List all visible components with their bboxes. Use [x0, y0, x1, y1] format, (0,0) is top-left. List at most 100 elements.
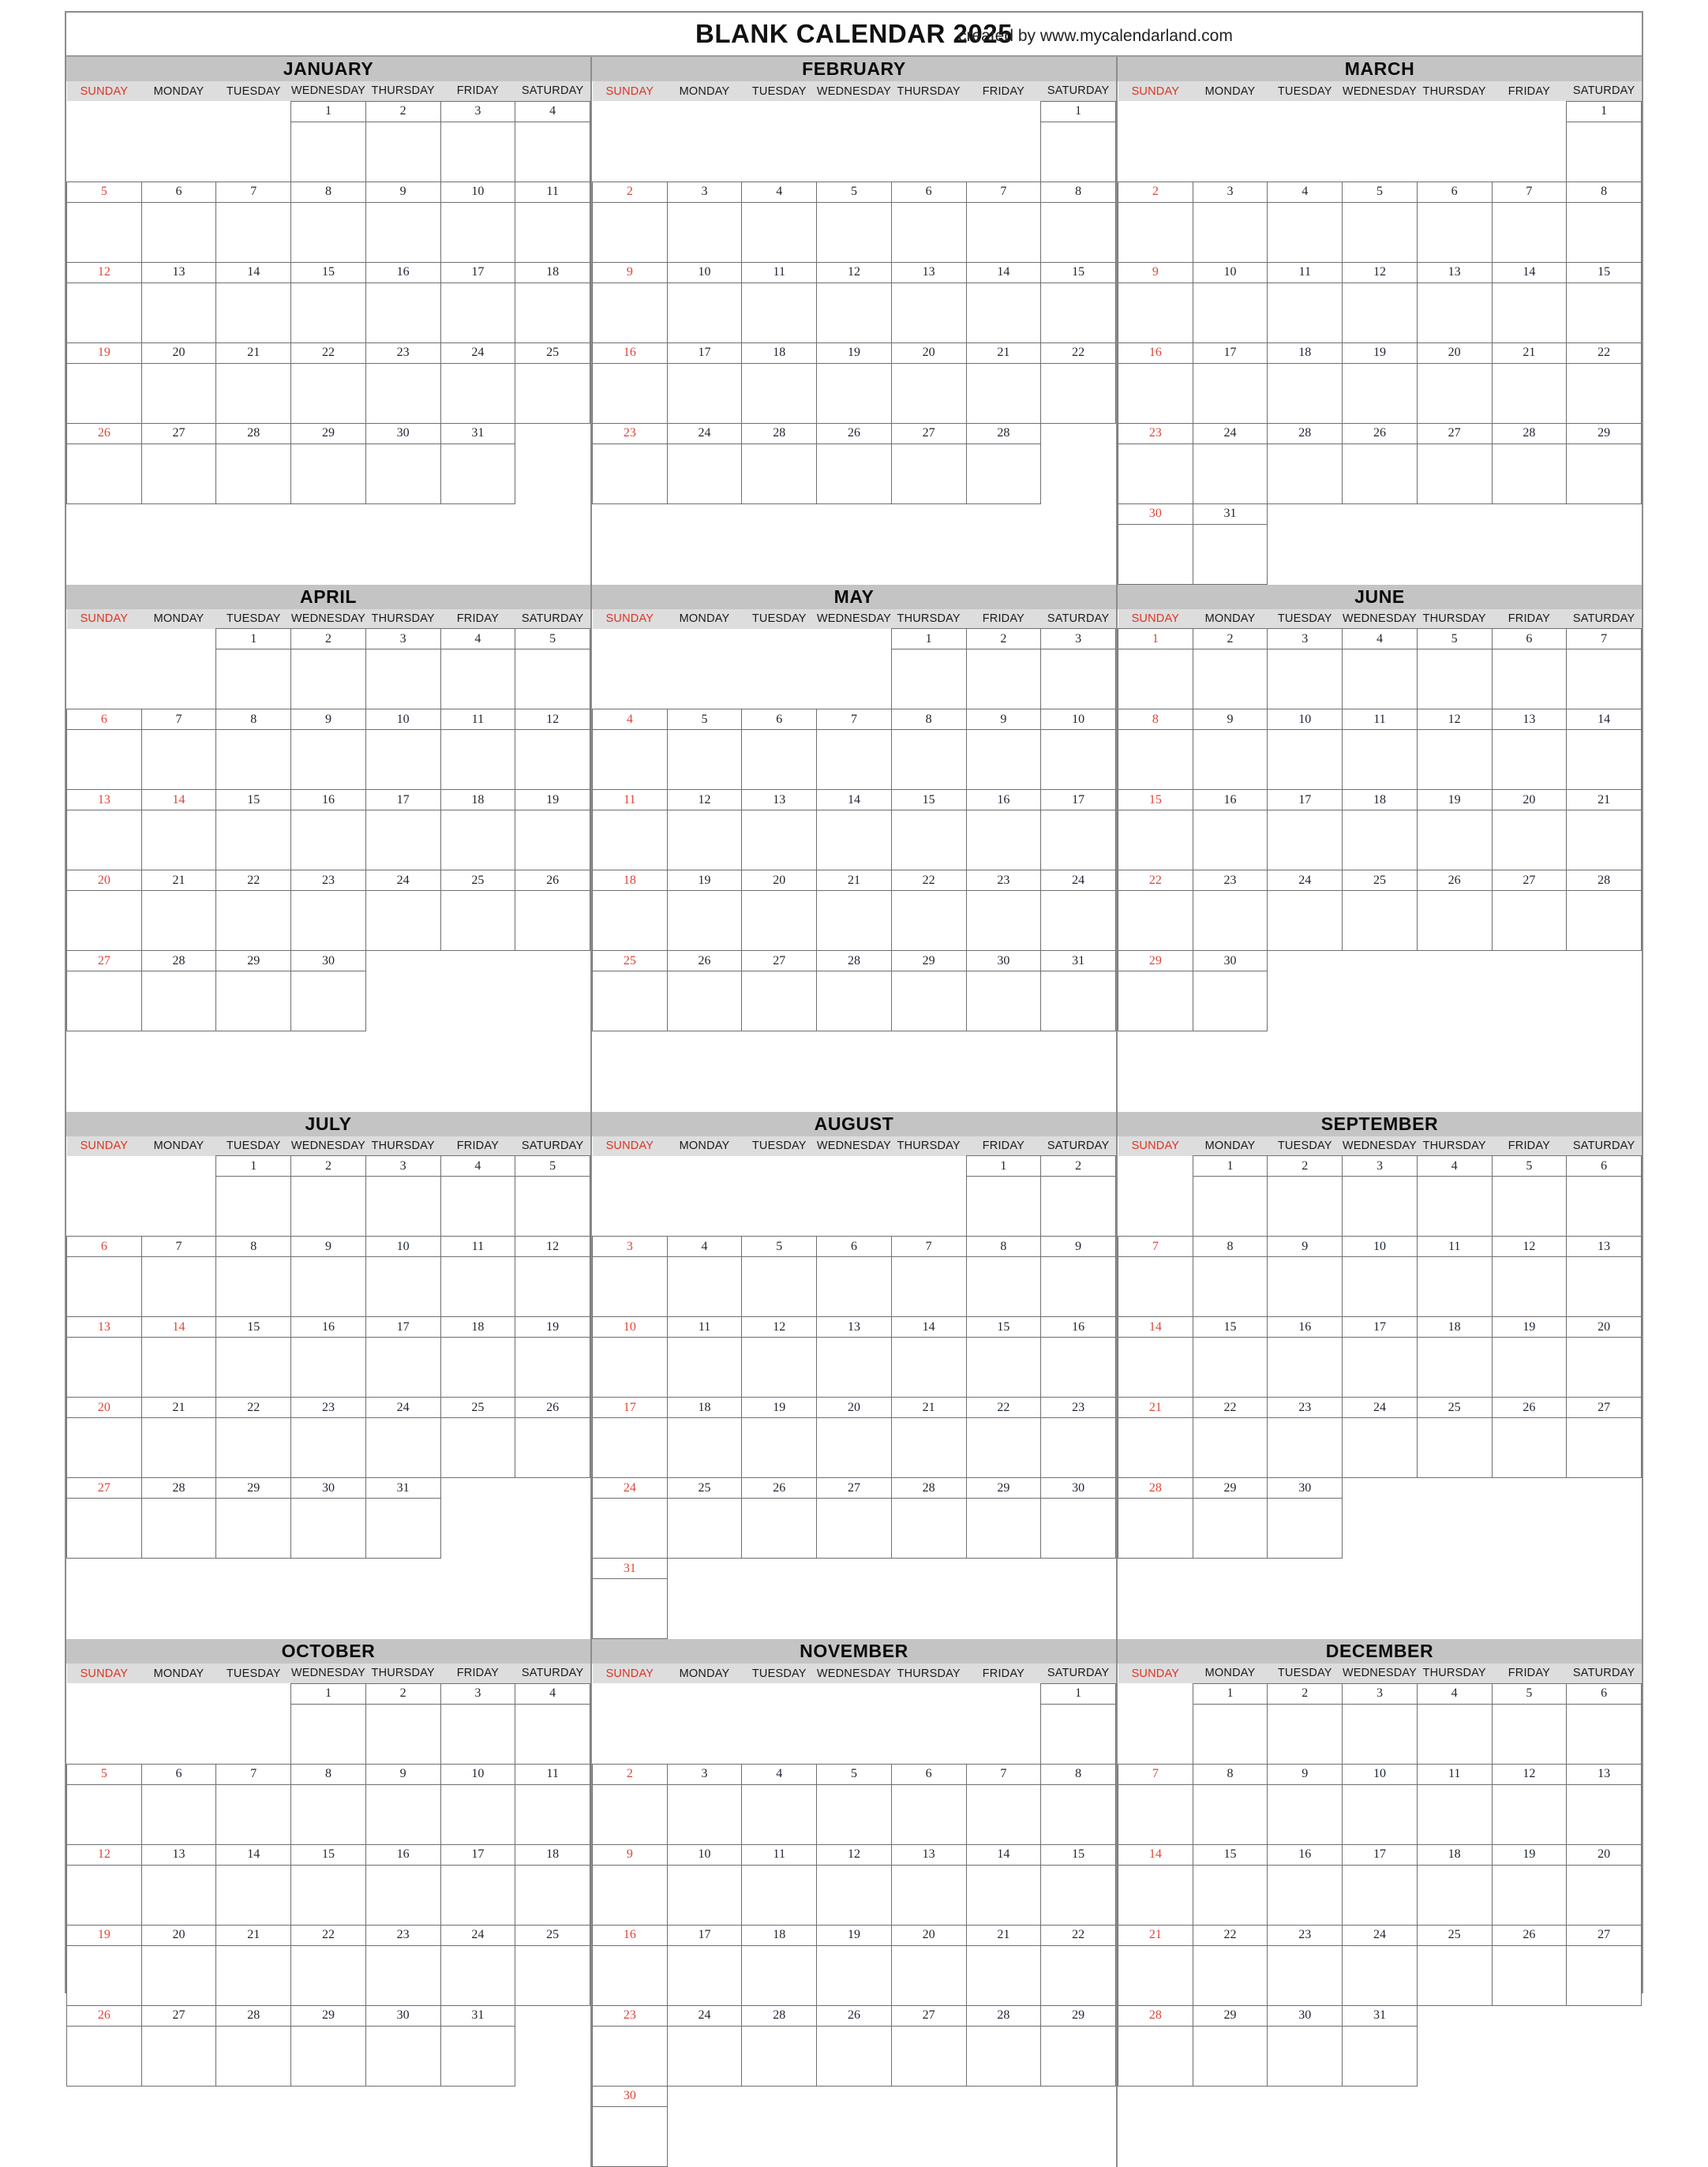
day-number-cell[interactable]: 22 [965, 1397, 1042, 1418]
day-note-area[interactable] [1040, 283, 1116, 343]
day-note-area[interactable] [1491, 1417, 1568, 1478]
day-number-cell[interactable]: 20 [1491, 789, 1568, 810]
day-number-cell[interactable]: 10 [666, 261, 743, 283]
day-note-area[interactable] [1342, 1337, 1418, 1398]
day-number-cell[interactable]: 10 [440, 1763, 516, 1785]
day-note-area[interactable] [890, 1865, 967, 1926]
day-note-area[interactable] [515, 1704, 590, 1765]
day-note-area[interactable] [1342, 1704, 1418, 1765]
day-note-area[interactable] [365, 122, 441, 182]
day-number-cell[interactable]: 12 [515, 709, 590, 730]
day-number-cell[interactable]: 22 [290, 1924, 366, 1946]
day-number-cell[interactable]: 28 [215, 2004, 292, 2027]
day-number-cell[interactable]: 5 [741, 1236, 818, 1257]
day-number-cell[interactable]: 29 [1040, 2004, 1116, 2027]
day-note-area[interactable] [592, 1256, 668, 1317]
day-note-area[interactable] [1566, 1256, 1642, 1317]
day-number-cell[interactable]: 23 [290, 870, 366, 891]
day-note-area[interactable] [1267, 729, 1343, 790]
day-number-cell[interactable]: 2 [1192, 628, 1268, 649]
day-number-cell[interactable]: 10 [1192, 261, 1268, 283]
day-note-area[interactable] [290, 729, 366, 790]
day-note-area[interactable] [1118, 1498, 1193, 1559]
day-number-cell[interactable]: 22 [1040, 1924, 1116, 1946]
day-number-cell[interactable]: 23 [1192, 870, 1268, 891]
day-number-cell[interactable]: 13 [1416, 261, 1493, 283]
day-note-area[interactable] [1416, 1704, 1493, 1765]
day-note-area[interactable] [440, 444, 516, 504]
day-note-area[interactable] [365, 202, 441, 263]
day-note-area[interactable] [66, 202, 142, 263]
day-note-area[interactable] [365, 2026, 441, 2087]
day-note-area[interactable] [965, 283, 1042, 343]
day-note-area[interactable] [66, 444, 142, 504]
day-number-cell[interactable]: 18 [592, 870, 668, 891]
day-note-area[interactable] [440, 2026, 516, 2087]
day-note-area[interactable] [1566, 1417, 1642, 1478]
day-note-area[interactable] [440, 1176, 516, 1237]
day-number-cell[interactable]: 3 [1040, 628, 1116, 649]
day-note-area[interactable] [965, 971, 1042, 1031]
day-number-cell[interactable]: 9 [592, 1843, 668, 1866]
day-number-cell[interactable]: 8 [1192, 1763, 1268, 1785]
day-number-cell[interactable]: 28 [140, 950, 217, 971]
day-number-cell[interactable]: 20 [1566, 1843, 1642, 1866]
day-number-cell[interactable]: 23 [1040, 1397, 1116, 1418]
day-note-area[interactable] [890, 444, 967, 504]
day-number-cell[interactable]: 4 [1416, 1682, 1493, 1705]
day-note-area[interactable] [290, 890, 366, 951]
day-number-cell[interactable]: 15 [1192, 1843, 1268, 1866]
day-note-area[interactable] [1267, 1176, 1343, 1237]
day-note-area[interactable] [365, 1417, 441, 1478]
day-note-area[interactable] [741, 1945, 818, 2006]
day-number-cell[interactable]: 20 [890, 342, 967, 364]
day-note-area[interactable] [440, 1256, 516, 1317]
day-note-area[interactable] [1491, 1865, 1568, 1926]
day-note-area[interactable] [1192, 1337, 1268, 1398]
day-note-area[interactable] [1342, 1417, 1418, 1478]
day-note-area[interactable] [666, 444, 743, 504]
day-note-area[interactable] [666, 971, 743, 1031]
day-number-cell[interactable]: 19 [666, 870, 743, 891]
day-number-cell[interactable]: 8 [1040, 181, 1116, 203]
day-note-area[interactable] [1040, 890, 1116, 951]
day-note-area[interactable] [965, 1417, 1042, 1478]
day-note-area[interactable] [1491, 1337, 1568, 1398]
day-number-cell[interactable]: 20 [140, 342, 217, 364]
day-note-area[interactable] [890, 649, 967, 709]
day-note-area[interactable] [1192, 1865, 1268, 1926]
day-note-area[interactable] [1566, 1704, 1642, 1765]
day-note-area[interactable] [365, 1945, 441, 2006]
day-note-area[interactable] [1192, 1945, 1268, 2006]
day-note-area[interactable] [1416, 1176, 1493, 1237]
day-number-cell[interactable]: 19 [66, 1924, 142, 1946]
day-note-area[interactable] [1416, 810, 1493, 870]
day-number-cell[interactable]: 24 [666, 2004, 743, 2027]
day-number-cell[interactable]: 3 [440, 100, 516, 122]
day-note-area[interactable] [1566, 283, 1642, 343]
day-number-cell[interactable]: 20 [890, 1924, 967, 1946]
day-note-area[interactable] [1342, 1865, 1418, 1926]
day-note-area[interactable] [890, 890, 967, 951]
day-number-cell[interactable]: 6 [741, 709, 818, 730]
day-number-cell[interactable]: 23 [1267, 1397, 1343, 1418]
day-number-cell[interactable]: 2 [1267, 1155, 1343, 1177]
day-number-cell[interactable]: 10 [666, 1843, 743, 1866]
day-number-cell[interactable]: 23 [290, 1397, 366, 1418]
day-note-area[interactable] [1416, 649, 1493, 709]
day-note-area[interactable] [440, 1945, 516, 2006]
day-note-area[interactable] [290, 1865, 366, 1926]
day-number-cell[interactable]: 11 [592, 789, 668, 810]
day-number-cell[interactable]: 22 [1118, 870, 1193, 891]
day-number-cell[interactable]: 14 [1118, 1843, 1193, 1866]
day-note-area[interactable] [1416, 283, 1493, 343]
day-number-cell[interactable]: 28 [741, 2004, 818, 2027]
day-number-cell[interactable]: 4 [515, 100, 590, 122]
day-note-area[interactable] [741, 363, 818, 424]
day-number-cell[interactable]: 3 [365, 1155, 441, 1177]
day-number-cell[interactable]: 7 [140, 1236, 217, 1257]
day-note-area[interactable] [1040, 1498, 1116, 1559]
day-number-cell[interactable]: 15 [290, 1843, 366, 1866]
day-note-area[interactable] [66, 2026, 142, 2087]
day-note-area[interactable] [215, 729, 292, 790]
